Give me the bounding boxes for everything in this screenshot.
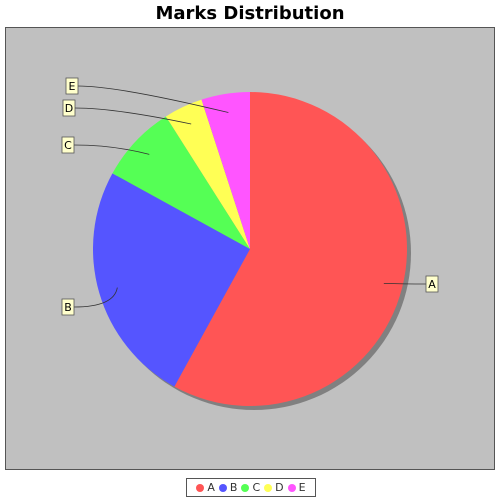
slice-label-box-b [61, 298, 75, 316]
legend-swatch-a [196, 483, 205, 492]
pie-slice-c [112, 116, 250, 249]
legend-label-c: C [252, 481, 261, 494]
slice-label-a: A [428, 278, 436, 291]
slice-label-box-e [65, 77, 79, 95]
pie-slice-a [174, 92, 408, 406]
pie-slice-d [165, 99, 250, 249]
legend-item-c: C [241, 481, 260, 494]
legend: A B C D E [186, 478, 316, 497]
chart-title: Marks Distribution [155, 3, 345, 24]
pie-slice-b [93, 173, 250, 387]
label-link-b [73, 287, 118, 308]
legend-label-b: B [229, 481, 238, 494]
slice-label-box-d [62, 99, 76, 117]
legend-swatch-d [264, 483, 273, 492]
legend-item-b: B [218, 481, 238, 494]
legend-item-d: D [264, 481, 284, 494]
legend-swatch-c [241, 483, 250, 492]
slice-label-c: C [64, 139, 72, 152]
slice-label-box-c [61, 136, 75, 154]
label-link-d [74, 107, 192, 125]
slice-label-d: D [65, 102, 73, 115]
legend-label-d: D [275, 481, 284, 494]
legend-item-a: A [196, 481, 215, 494]
legend-item-e: E [287, 481, 306, 494]
slice-label-b: B [64, 301, 72, 314]
label-link-a [383, 282, 427, 285]
legend-swatch-b [218, 483, 227, 492]
pie-slice-e [201, 92, 250, 249]
legend-label-a: A [207, 481, 215, 494]
label-link-e [77, 85, 229, 113]
label-link-c [73, 144, 150, 155]
legend-label-e: E [298, 481, 306, 494]
legend-swatch-e [287, 483, 296, 492]
slice-label-e: E [69, 80, 76, 93]
slice-label-box-a [425, 275, 439, 293]
